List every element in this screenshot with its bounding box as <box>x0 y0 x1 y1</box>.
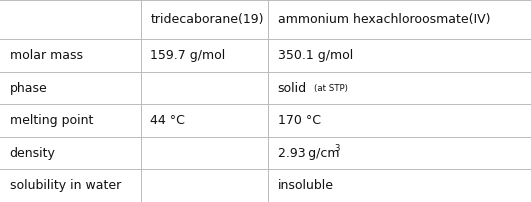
Text: melting point: melting point <box>10 114 93 127</box>
Text: solid: solid <box>278 82 307 95</box>
Text: 2.93 g/cm: 2.93 g/cm <box>278 147 339 160</box>
Text: 159.7 g/mol: 159.7 g/mol <box>150 49 226 62</box>
Text: molar mass: molar mass <box>10 49 82 62</box>
Text: ammonium hexachloroosmate(IV): ammonium hexachloroosmate(IV) <box>278 13 490 26</box>
Text: 350.1 g/mol: 350.1 g/mol <box>278 49 353 62</box>
Text: 170 °C: 170 °C <box>278 114 321 127</box>
Text: density: density <box>10 147 55 160</box>
Text: (at STP): (at STP) <box>314 84 348 93</box>
Text: 44 °C: 44 °C <box>150 114 185 127</box>
Text: solubility in water: solubility in water <box>10 179 121 192</box>
Text: insoluble: insoluble <box>278 179 333 192</box>
Text: 3: 3 <box>335 144 340 153</box>
Text: tridecaborane(19): tridecaborane(19) <box>150 13 264 26</box>
Text: phase: phase <box>10 82 47 95</box>
